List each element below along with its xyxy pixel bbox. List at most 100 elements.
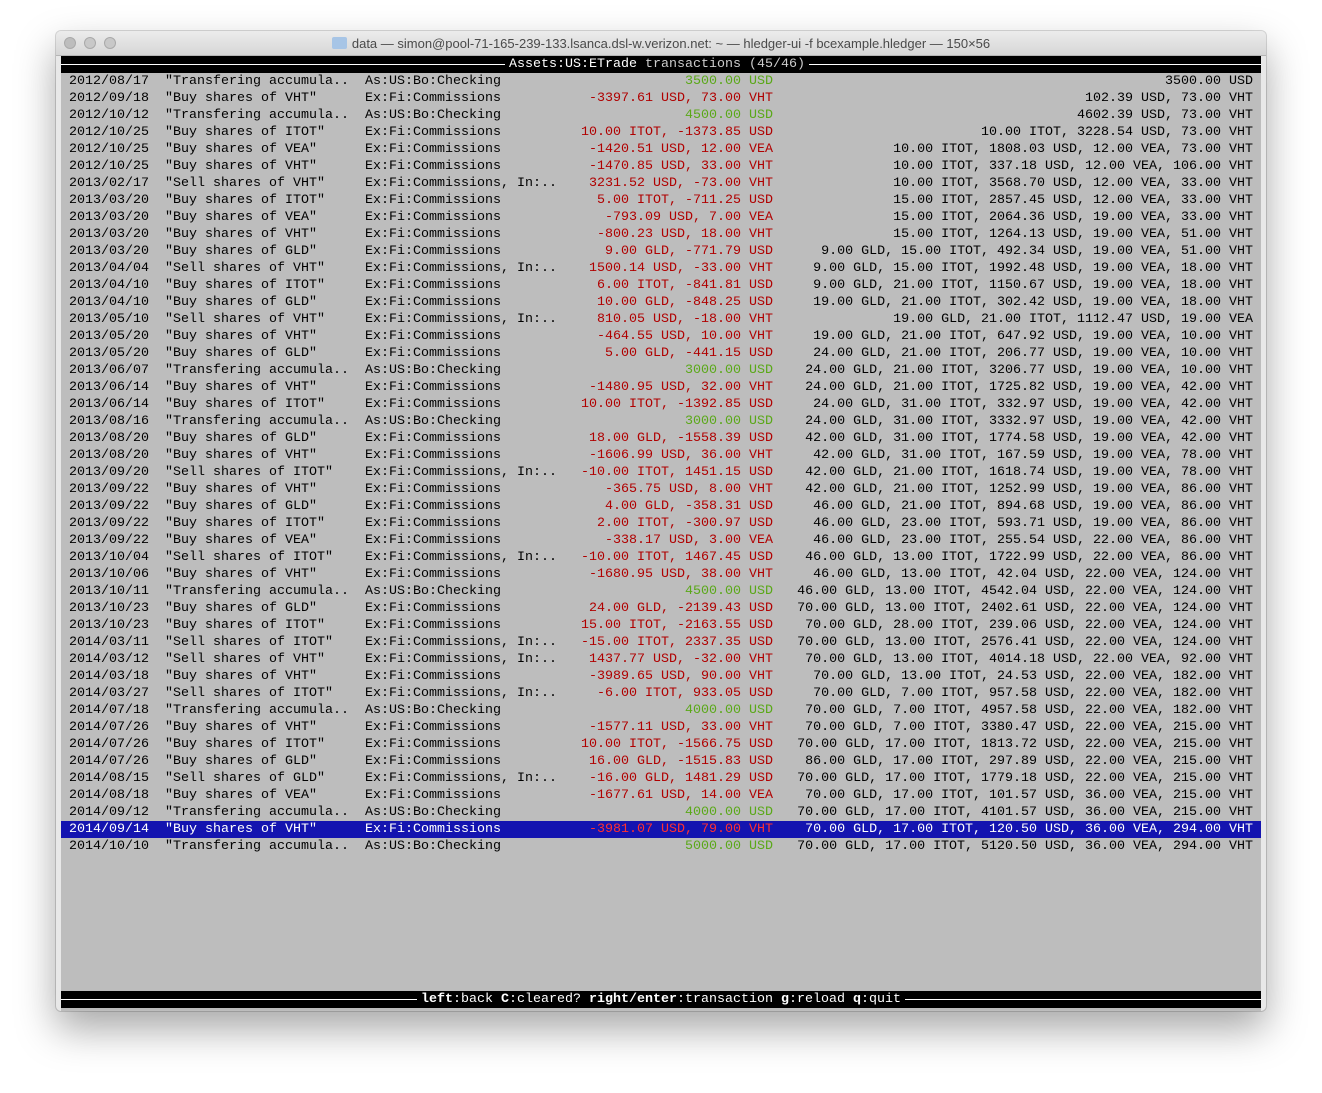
date-cell: 2014/09/14	[69, 822, 149, 837]
transaction-row[interactable]: 2013/03/20 "Buy shares of VHT" Ex:Fi:Commi…	[61, 226, 1261, 243]
description-cell: "Buy shares of GLD"	[165, 295, 317, 310]
account-cell: Ex:Fi:Commissions, In:..	[365, 312, 557, 327]
amount-cell: -3981.07 USD, 79.00 VHT	[589, 822, 773, 837]
account-cell: Ex:Fi:Commissions	[365, 499, 501, 514]
amount-cell: 3231.52 USD, -73.00 VHT	[589, 176, 773, 191]
date-cell: 2013/06/07	[69, 363, 149, 378]
amount-cell: -1677.61 USD, 14.00 VEA	[589, 788, 773, 803]
transaction-row[interactable]: 2014/03/27 "Sell shares of ITOT" Ex:Fi:Com…	[61, 685, 1261, 702]
transaction-row[interactable]: 2012/10/25 "Buy shares of ITOT" Ex:Fi:Comm…	[61, 124, 1261, 141]
balance-cell: 15.00 ITOT, 2064.36 USD, 19.00 VEA, 33.0…	[893, 210, 1253, 225]
balance-cell: 102.39 USD, 73.00 VHT	[1085, 91, 1253, 106]
transaction-row[interactable]: 2014/03/11 "Sell shares of ITOT" Ex:Fi:Com…	[61, 634, 1261, 651]
terminal[interactable]: Assets:US:ETrade transactions (45/46) 20…	[61, 56, 1261, 1011]
amount-cell: -365.75 USD, 8.00 VHT	[605, 482, 773, 497]
transaction-row[interactable]: 2013/04/04 "Sell shares of VHT" Ex:Fi:Comm…	[61, 260, 1261, 277]
zoom-button[interactable]	[104, 37, 116, 49]
date-cell: 2014/08/18	[69, 788, 149, 803]
transaction-row[interactable]: 2013/05/20 "Buy shares of GLD" Ex:Fi:Commi…	[61, 345, 1261, 362]
date-cell: 2013/04/10	[69, 295, 149, 310]
account-cell: Ex:Fi:Commissions	[365, 601, 501, 616]
account-cell: As:US:Bo:Checking	[365, 703, 501, 718]
account-cell: Ex:Fi:Commissions, In:..	[365, 176, 557, 191]
transaction-row[interactable]: 2013/05/10 "Sell shares of VHT" Ex:Fi:Comm…	[61, 311, 1261, 328]
transaction-row[interactable]: 2012/10/25 "Buy shares of VEA" Ex:Fi:Commi…	[61, 141, 1261, 158]
transaction-row[interactable]: 2014/07/26 "Buy shares of GLD" Ex:Fi:Commi…	[61, 753, 1261, 770]
description-cell: "Buy shares of VHT"	[165, 448, 317, 463]
transaction-row[interactable]: 2014/03/18 "Buy shares of VHT" Ex:Fi:Commi…	[61, 668, 1261, 685]
transaction-row[interactable]: 2013/06/14 "Buy shares of VHT" Ex:Fi:Commi…	[61, 379, 1261, 396]
date-cell: 2013/10/23	[69, 601, 149, 616]
transaction-row[interactable]: 2014/09/14 "Buy shares of VHT" Ex:Fi:Commi…	[61, 821, 1261, 838]
transaction-row[interactable]: 2013/10/06 "Buy shares of VHT" Ex:Fi:Commi…	[61, 566, 1261, 583]
description-cell: "Sell shares of ITOT"	[165, 686, 333, 701]
key-name: g	[780, 992, 789, 1007]
transaction-row[interactable]: 2013/04/10 "Buy shares of ITOT" Ex:Fi:Comm…	[61, 277, 1261, 294]
amount-cell: 15.00 ITOT, -2163.55 USD	[581, 618, 773, 633]
description-cell: "Buy shares of ITOT"	[165, 193, 325, 208]
transaction-row[interactable]: 2014/07/18 "Transfering accumula.. As:US:B…	[61, 702, 1261, 719]
date-cell: 2013/09/20	[69, 465, 149, 480]
key-hint: q:quit	[853, 992, 901, 1007]
date-cell: 2013/09/22	[69, 533, 149, 548]
transaction-row[interactable]: 2014/09/12 "Transfering accumula.. As:US:B…	[61, 804, 1261, 821]
transaction-row[interactable]: 2013/09/20 "Sell shares of ITOT" Ex:Fi:Com…	[61, 464, 1261, 481]
date-cell: 2014/03/18	[69, 669, 149, 684]
balance-cell: 10.00 ITOT, 3568.70 USD, 12.00 VEA, 33.0…	[893, 176, 1253, 191]
balance-cell: 24.00 GLD, 21.00 ITOT, 206.77 USD, 19.00…	[813, 346, 1253, 361]
account-cell: As:US:Bo:Checking	[365, 584, 501, 599]
account-cell: As:US:Bo:Checking	[365, 839, 501, 854]
balance-cell: 4602.39 USD, 73.00 VHT	[1077, 108, 1253, 123]
transaction-row[interactable]: 2013/09/22 "Buy shares of VEA" Ex:Fi:Commi…	[61, 532, 1261, 549]
transaction-row[interactable]: 2014/08/15 "Sell shares of GLD" Ex:Fi:Comm…	[61, 770, 1261, 787]
transaction-row[interactable]: 2012/10/12 "Transfering accumula.. As:US:B…	[61, 107, 1261, 124]
transaction-row[interactable]: 2013/10/11 "Transfering accumula.. As:US:B…	[61, 583, 1261, 600]
transaction-row[interactable]: 2013/10/23 "Buy shares of GLD" Ex:Fi:Commi…	[61, 600, 1261, 617]
amount-cell: -10.00 ITOT, 1451.15 USD	[581, 465, 773, 480]
transaction-row[interactable]: 2013/09/22 "Buy shares of ITOT" Ex:Fi:Comm…	[61, 515, 1261, 532]
balance-cell: 46.00 GLD, 13.00 ITOT, 4542.04 USD, 22.0…	[797, 584, 1253, 599]
transaction-row[interactable]: 2013/08/20 "Buy shares of VHT" Ex:Fi:Commi…	[61, 447, 1261, 464]
transaction-row[interactable]: 2014/07/26 "Buy shares of VHT" Ex:Fi:Commi…	[61, 719, 1261, 736]
amount-cell: 4000.00 USD	[685, 703, 773, 718]
transaction-row[interactable]: 2013/03/20 "Buy shares of ITOT" Ex:Fi:Comm…	[61, 192, 1261, 209]
description-cell: "Buy shares of VEA"	[165, 210, 317, 225]
transaction-row[interactable]: 2013/09/22 "Buy shares of GLD" Ex:Fi:Commi…	[61, 498, 1261, 515]
transaction-row[interactable]: 2013/02/17 "Sell shares of VHT" Ex:Fi:Comm…	[61, 175, 1261, 192]
transaction-row[interactable]: 2012/09/18 "Buy shares of VHT" Ex:Fi:Commi…	[61, 90, 1261, 107]
description-cell: "Buy shares of ITOT"	[165, 737, 325, 752]
amount-cell: -1606.99 USD, 36.00 VHT	[589, 448, 773, 463]
date-cell: 2013/05/10	[69, 312, 149, 327]
transaction-row[interactable]: 2013/04/10 "Buy shares of GLD" Ex:Fi:Commi…	[61, 294, 1261, 311]
date-cell: 2013/04/04	[69, 261, 149, 276]
transaction-row[interactable]: 2013/08/20 "Buy shares of GLD" Ex:Fi:Commi…	[61, 430, 1261, 447]
description-cell: "Buy shares of GLD"	[165, 431, 317, 446]
transaction-row[interactable]: 2014/08/18 "Buy shares of VEA" Ex:Fi:Commi…	[61, 787, 1261, 804]
transactions-list[interactable]: 2012/08/17 "Transfering accumula.. As:US:B…	[61, 73, 1261, 855]
account-cell: Ex:Fi:Commissions	[365, 720, 501, 735]
transaction-row[interactable]: 2012/10/25 "Buy shares of VHT" Ex:Fi:Commi…	[61, 158, 1261, 175]
date-cell: 2014/07/18	[69, 703, 149, 718]
transaction-row[interactable]: 2014/07/26 "Buy shares of ITOT" Ex:Fi:Comm…	[61, 736, 1261, 753]
date-cell: 2014/07/26	[69, 737, 149, 752]
transaction-row[interactable]: 2013/06/14 "Buy shares of ITOT" Ex:Fi:Comm…	[61, 396, 1261, 413]
transaction-row[interactable]: 2013/10/23 "Buy shares of ITOT" Ex:Fi:Comm…	[61, 617, 1261, 634]
account-cell: Ex:Fi:Commissions	[365, 669, 501, 684]
transaction-row[interactable]: 2013/03/20 "Buy shares of GLD" Ex:Fi:Commi…	[61, 243, 1261, 260]
transaction-row[interactable]: 2013/09/22 "Buy shares of VHT" Ex:Fi:Commi…	[61, 481, 1261, 498]
transaction-row[interactable]: 2013/03/20 "Buy shares of VEA" Ex:Fi:Commi…	[61, 209, 1261, 226]
transaction-row[interactable]: 2013/08/16 "Transfering accumula.. As:US:B…	[61, 413, 1261, 430]
transaction-row[interactable]: 2013/10/04 "Sell shares of ITOT" Ex:Fi:Com…	[61, 549, 1261, 566]
transaction-row[interactable]: 2014/03/12 "Sell shares of VHT" Ex:Fi:Comm…	[61, 651, 1261, 668]
balance-cell: 9.00 GLD, 21.00 ITOT, 1150.67 USD, 19.00…	[813, 278, 1253, 293]
transaction-row[interactable]: 2014/10/10 "Transfering accumula.. As:US:B…	[61, 838, 1261, 855]
account-cell: Ex:Fi:Commissions	[365, 193, 501, 208]
transaction-row[interactable]: 2012/08/17 "Transfering accumula.. As:US:B…	[61, 73, 1261, 90]
minimize-button[interactable]	[84, 37, 96, 49]
close-button[interactable]	[64, 37, 76, 49]
amount-cell: -3989.65 USD, 90.00 VHT	[589, 669, 773, 684]
amount-cell: 3000.00 USD	[685, 414, 773, 429]
account-cell: Ex:Fi:Commissions, In:..	[365, 261, 557, 276]
transaction-row[interactable]: 2013/06/07 "Transfering accumula.. As:US:B…	[61, 362, 1261, 379]
transaction-row[interactable]: 2013/05/20 "Buy shares of VHT" Ex:Fi:Commi…	[61, 328, 1261, 345]
